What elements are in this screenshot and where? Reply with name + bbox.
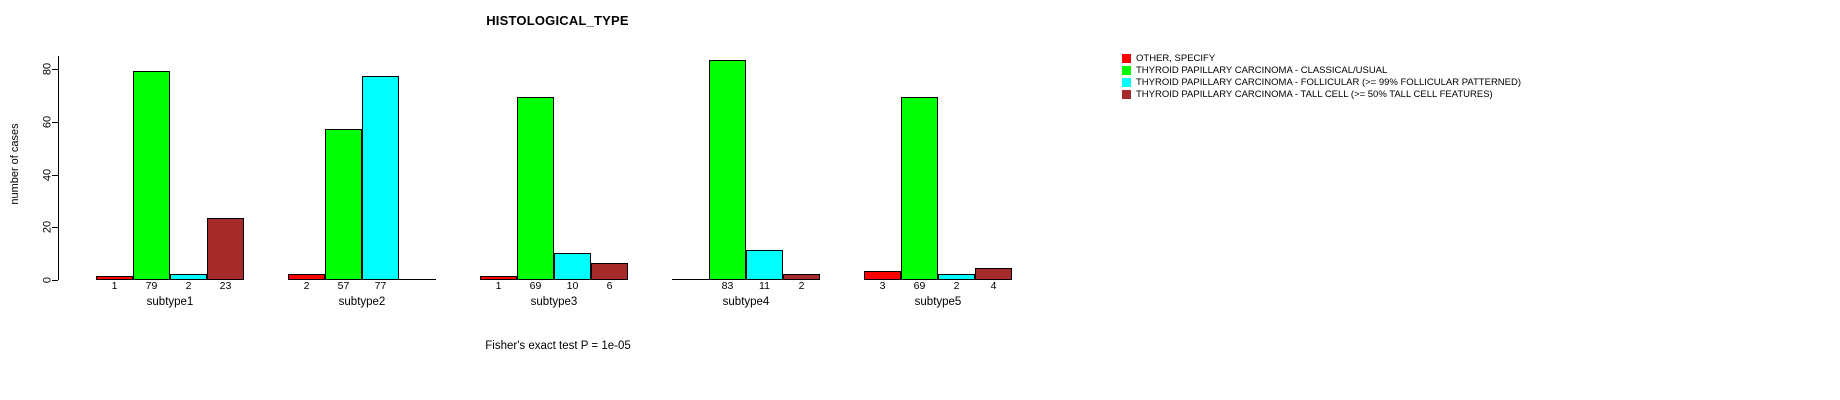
- bar[interactable]: [591, 263, 628, 280]
- bar-value-label: 11: [759, 280, 770, 292]
- y-axis-tick-label-wrap: 60: [42, 116, 54, 128]
- bar-value-label: 69: [913, 280, 926, 292]
- y-axis-tick-label: 40: [41, 168, 54, 181]
- bar-value-label: 10: [566, 280, 579, 292]
- y-axis-tick-label: 20: [41, 221, 54, 234]
- bar[interactable]: [901, 97, 938, 280]
- x-axis-group-label: subtype5: [914, 296, 962, 308]
- bar-value-label: 57: [337, 280, 350, 292]
- bar[interactable]: [325, 128, 362, 280]
- legend-item[interactable]: THYROID PAPILLARY CARCINOMA - TALL CELL …: [1122, 89, 1521, 100]
- y-axis-tick-label-wrap: 80: [42, 63, 54, 75]
- legend-item-label: THYROID PAPILLARY CARCINOMA - TALL CELL …: [1136, 89, 1493, 100]
- y-axis-tick-label-wrap: 40: [42, 168, 54, 180]
- bar-value-label: 69: [529, 280, 542, 292]
- legend-color-swatch-icon: [1122, 66, 1131, 75]
- bar[interactable]: [709, 60, 746, 280]
- bar-value-label: 2: [303, 280, 310, 292]
- legend-item-label: THYROID PAPILLARY CARCINOMA - FOLLICULAR…: [1136, 77, 1522, 88]
- bar[interactable]: [207, 218, 244, 280]
- page-title: HISTOLOGICAL_TYPE: [486, 13, 629, 28]
- y-axis-tick-label-wrap: 20: [42, 221, 54, 233]
- bar[interactable]: [133, 70, 170, 280]
- bar-value-label: 3: [879, 280, 886, 292]
- bars-layer: [58, 48, 1058, 280]
- bar-value-label: 4: [990, 280, 997, 292]
- bar[interactable]: [783, 273, 820, 280]
- y-axis-tick-label: 60: [41, 115, 54, 128]
- bar[interactable]: [96, 276, 133, 280]
- bar-value-label: 77: [374, 280, 387, 292]
- x-axis-group-label: subtype4: [722, 296, 770, 308]
- y-axis-tick: [52, 227, 58, 229]
- bar[interactable]: [288, 273, 325, 280]
- y-axis-tick-label: 0: [41, 276, 54, 284]
- legend-item[interactable]: OTHER, SPECIFY: [1122, 53, 1521, 64]
- bar[interactable]: [480, 276, 517, 280]
- legend-color-swatch-icon: [1122, 78, 1131, 87]
- bar-value-label: 2: [185, 280, 192, 292]
- bar[interactable]: [362, 76, 399, 280]
- y-axis-label: number of cases: [9, 123, 21, 205]
- y-axis-tick: [52, 69, 58, 71]
- bar-value-label: 83: [721, 280, 734, 292]
- bar[interactable]: [746, 250, 783, 280]
- y-axis-tick-label: 80: [41, 63, 54, 76]
- bar-value-label: 1: [495, 280, 502, 292]
- bar-value-label: 1: [111, 280, 118, 292]
- plot-area: 0 20 40 60 80: [42, 48, 1058, 283]
- legend-color-swatch-icon: [1122, 90, 1131, 99]
- bar-value-label: 23: [219, 280, 232, 292]
- x-axis-group-label: subtype2: [338, 296, 386, 308]
- bar-value-label: 2: [798, 280, 805, 292]
- bar-value-label: 2: [953, 280, 960, 292]
- legend-item-label: OTHER, SPECIFY: [1136, 53, 1216, 64]
- y-axis-tick-label-wrap: 0: [42, 277, 54, 283]
- x-axis-group-label: subtype3: [530, 296, 578, 308]
- bar[interactable]: [938, 273, 975, 280]
- bar[interactable]: [517, 97, 554, 280]
- bar[interactable]: [975, 268, 1012, 280]
- bar[interactable]: [170, 273, 207, 280]
- bar[interactable]: [864, 271, 901, 280]
- legend-item[interactable]: THYROID PAPILLARY CARCINOMA - CLASSICAL/…: [1122, 65, 1521, 76]
- legend-color-swatch-icon: [1122, 54, 1131, 63]
- legend: OTHER, SPECIFY THYROID PAPILLARY CARCINOM…: [1122, 53, 1521, 100]
- y-axis-tick: [52, 280, 58, 281]
- bar-value-label: 79: [145, 280, 158, 292]
- x-axis-group-label: subtype1: [146, 296, 194, 308]
- statistical-annotation: Fisher's exact test P = 1e-05: [485, 340, 631, 352]
- y-axis-tick: [52, 174, 58, 176]
- legend-item-label: THYROID PAPILLARY CARCINOMA - CLASSICAL/…: [1136, 65, 1388, 76]
- bar-value-label: 6: [606, 280, 613, 292]
- y-axis-tick: [52, 121, 58, 123]
- bar[interactable]: [554, 252, 591, 280]
- y-axis-line: [58, 56, 59, 280]
- legend-item[interactable]: THYROID PAPILLARY CARCINOMA - FOLLICULAR…: [1122, 77, 1521, 88]
- axis-labels-layer: 1 79 2 23 subtype1 2 57 77 subtype2 1 69 10 6 subtype…: [58, 280, 1058, 320]
